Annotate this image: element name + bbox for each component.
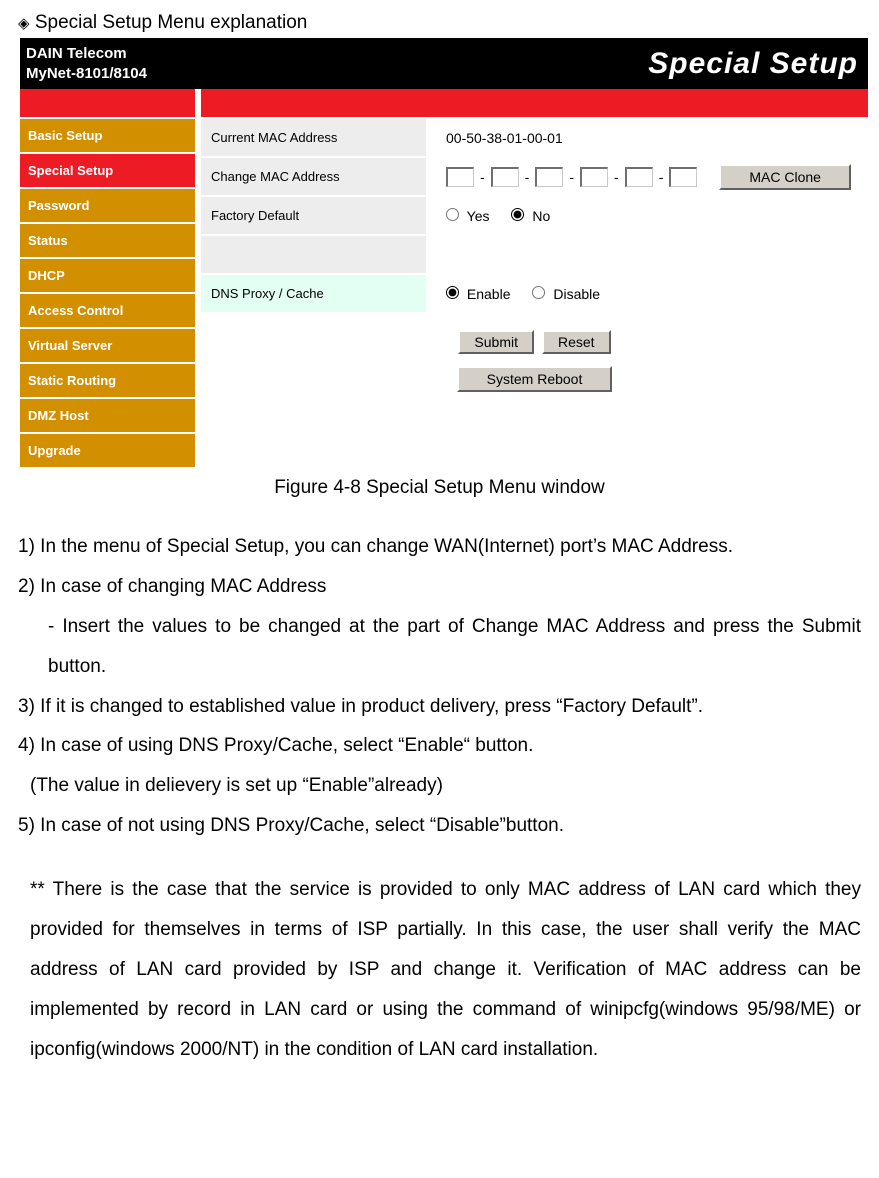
section-heading: ◈ Special Setup Menu explanation	[18, 12, 861, 34]
mac-input-3[interactable]	[535, 167, 563, 187]
mac-input-1[interactable]	[446, 167, 474, 187]
dns-disable-radio[interactable]	[532, 286, 545, 299]
label-change-mac: Change MAC Address	[201, 158, 426, 195]
mac-clone-button[interactable]: MAC Clone	[719, 164, 851, 190]
top-bar: DAIN Telecom MyNet-8101/8104 Special Set…	[20, 38, 868, 89]
text-p2: 2) In case of changing MAC Address	[18, 567, 861, 607]
label-factory-default: Factory Default	[201, 197, 426, 234]
sidebar-item-dmz[interactable]: DMZ Host	[20, 399, 195, 432]
system-reboot-button[interactable]: System Reboot	[457, 366, 613, 392]
sidebar-item-status[interactable]: Status	[20, 224, 195, 257]
sidebar-item-virtual[interactable]: Virtual Server	[20, 329, 195, 362]
text-p4a: (The value in delievery is set up “Enabl…	[18, 766, 861, 806]
sidebar-item-access[interactable]: Access Control	[20, 294, 195, 327]
router-ui: DAIN Telecom MyNet-8101/8104 Special Set…	[20, 38, 868, 467]
mac-input-5[interactable]	[625, 167, 653, 187]
mac-input-6[interactable]	[669, 167, 697, 187]
sidebar-item-password[interactable]: Password	[20, 189, 195, 222]
text-note: ** There is the case that the service is…	[18, 870, 861, 1069]
text-p1: 1) In the menu of Special Setup, you can…	[18, 527, 861, 567]
brand-line-2: MyNet-8101/8104	[26, 64, 147, 84]
value-current-mac: 00-50-38-01-00-01	[426, 130, 868, 146]
text-p5: 5) In case of not using DNS Proxy/Cache,…	[18, 806, 861, 846]
factory-no-radio[interactable]	[511, 208, 524, 221]
label-spacer	[201, 236, 426, 273]
brand-line-1: DAIN Telecom	[26, 44, 147, 64]
submit-button[interactable]: Submit	[458, 330, 534, 354]
text-p4: 4) In case of using DNS Proxy/Cache, sel…	[18, 726, 861, 766]
sidebar: Basic SetupSpecial SetupPasswordStatusDH…	[20, 119, 195, 467]
red-accent-bar	[20, 89, 868, 117]
label-dns-proxy: DNS Proxy / Cache	[201, 275, 426, 312]
reset-button[interactable]: Reset	[542, 330, 611, 354]
factory-yes-radio[interactable]	[446, 208, 459, 221]
sidebar-item-static[interactable]: Static Routing	[20, 364, 195, 397]
mac-input-4[interactable]	[580, 167, 608, 187]
text-p3: 3) If it is changed to established value…	[18, 687, 861, 727]
page-title: Special Setup	[648, 47, 858, 81]
sidebar-item-special[interactable]: Special Setup	[20, 154, 195, 187]
sidebar-item-dhcp[interactable]: DHCP	[20, 259, 195, 292]
text-p2a: - Insert the values to be changed at the…	[18, 607, 861, 687]
sidebar-item-upgrade[interactable]: Upgrade	[20, 434, 195, 467]
label-current-mac: Current MAC Address	[201, 119, 426, 156]
dns-enable-radio[interactable]	[446, 286, 459, 299]
mac-input-2[interactable]	[491, 167, 519, 187]
figure-caption: Figure 4-8 Special Setup Menu window	[18, 477, 861, 499]
sidebar-item-basic[interactable]: Basic Setup	[20, 119, 195, 152]
